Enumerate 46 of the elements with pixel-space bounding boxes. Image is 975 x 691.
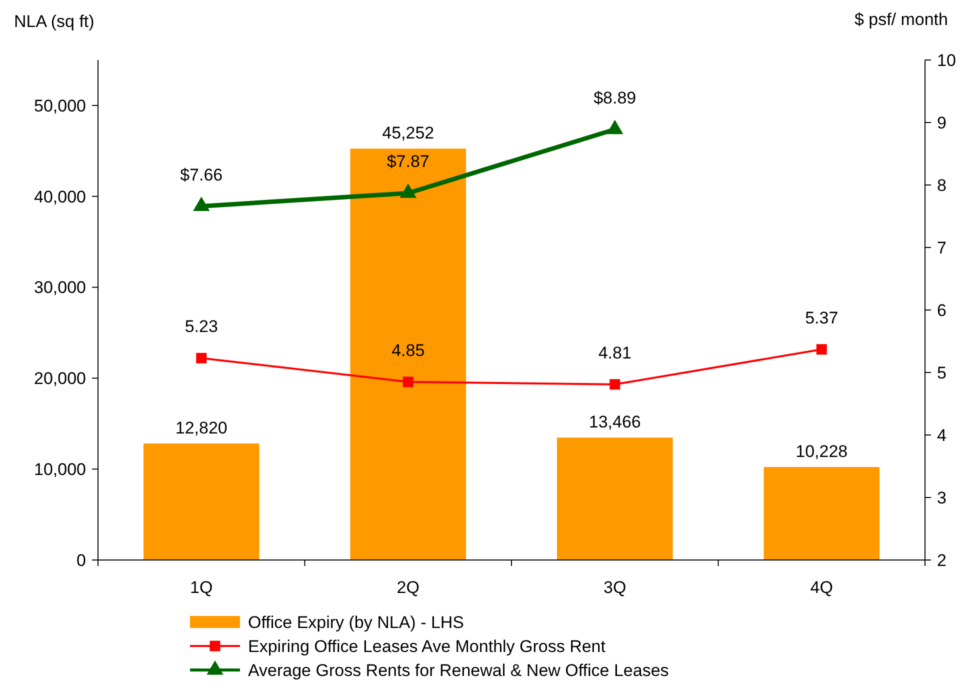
x-tick-label: 2Q [396, 578, 420, 597]
legend-label: Expiring Office Leases Ave Monthly Gross Rent [248, 636, 606, 656]
y-tick-label: 20,000 [34, 369, 86, 388]
data-label: $8.89 [594, 88, 636, 108]
point [610, 379, 620, 390]
data-label: $7.87 [386, 152, 430, 172]
y-tick-label: 40,000 [34, 187, 86, 206]
data-label: 4.81 [598, 343, 632, 362]
y2-axis-title: $ psf/ month [854, 10, 948, 29]
y2-tick-label: 9 [937, 113, 946, 132]
y2-tick-label: 6 [937, 300, 946, 320]
y-tick-label: 10,000 [34, 460, 86, 480]
bar [764, 467, 880, 560]
data-label: $7.66 [180, 165, 223, 184]
legend-label: Office Expiry (by NLA) - LHS [248, 612, 464, 632]
y2-tick-label: 4 [937, 426, 946, 445]
y2-tick-label: 3 [937, 488, 946, 508]
data-label: 4.85 [392, 340, 425, 360]
y2-tick-label: 8 [937, 176, 946, 195]
data-label: 5.23 [184, 317, 218, 336]
y2-tick-label: 5 [937, 363, 946, 382]
y-tick-label: 0 [76, 550, 86, 570]
point [402, 376, 414, 388]
y2-tick-label: 10 [937, 50, 956, 70]
bar [556, 438, 673, 560]
data-label: 5.37 [805, 308, 838, 328]
data-label: 45,252 [382, 124, 434, 143]
y-axis-title: NLA (sq ft) [14, 12, 94, 31]
point [193, 196, 210, 212]
data-label: 12,820 [175, 418, 228, 438]
legend-label: Average Gross Rents for Renewal & New Office Leases [248, 660, 669, 680]
y-tick-label: 50,000 [34, 96, 86, 116]
data-label: 10,228 [796, 442, 848, 462]
point [196, 352, 207, 364]
bar [350, 148, 466, 560]
data-label: 13,466 [588, 412, 641, 432]
y-tick-label: 30,000 [34, 278, 86, 298]
y2-tick-label: 2 [937, 550, 946, 570]
point [816, 344, 827, 355]
point [400, 184, 416, 198]
bar [143, 443, 260, 560]
point [606, 120, 624, 134]
x-tick-label: 1Q [190, 578, 213, 597]
x-tick-label: 3Q [604, 578, 626, 597]
y2-tick-label: 7 [937, 238, 946, 258]
x-tick-label: 4Q [810, 578, 833, 597]
